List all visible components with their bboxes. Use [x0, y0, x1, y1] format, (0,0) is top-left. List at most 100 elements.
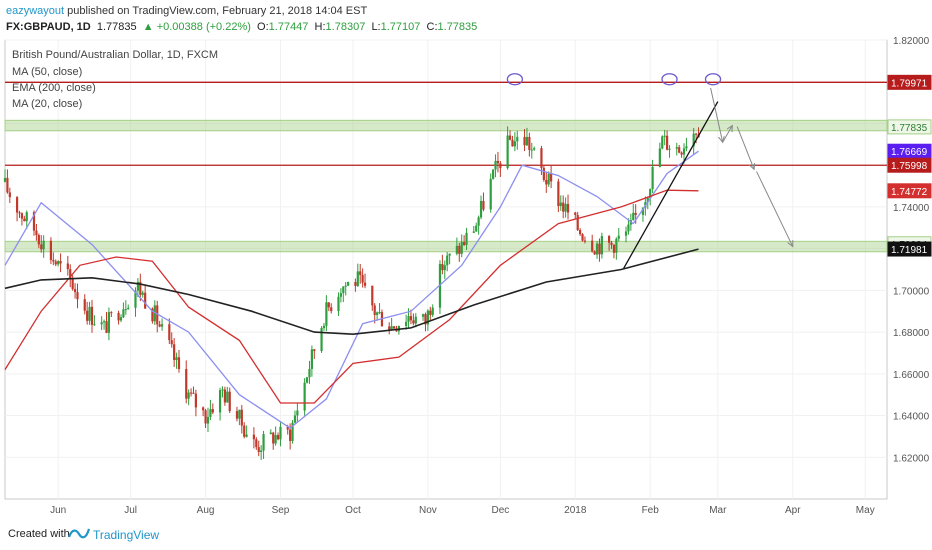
candle-body — [141, 292, 144, 295]
candle-body — [243, 425, 246, 437]
price-tag-resistance: 1.79971 — [887, 74, 932, 90]
candle-body — [692, 133, 695, 147]
candle-body — [448, 253, 451, 256]
candle-body — [194, 393, 197, 408]
candle-body — [339, 293, 342, 297]
candle-body — [330, 307, 333, 312]
candle-body — [3, 177, 7, 182]
price-tag-resistance: 1.75998 — [887, 157, 932, 173]
candle-body — [40, 244, 43, 250]
candle-body — [421, 314, 425, 317]
candle-body — [293, 415, 297, 423]
candle-body — [678, 147, 681, 153]
candle-body — [658, 148, 661, 167]
last-price: 1.77835 — [96, 21, 137, 33]
y-tick-label: 1.66000 — [893, 370, 930, 381]
candle-body — [327, 302, 330, 308]
candle-body — [499, 163, 502, 169]
candle-body — [388, 326, 391, 330]
candle-body — [559, 202, 562, 206]
candle-body — [218, 390, 222, 413]
candle-body — [477, 217, 480, 226]
candle-body — [579, 230, 582, 235]
candle-body — [262, 434, 265, 451]
candle-body — [151, 308, 154, 322]
candle-body — [337, 296, 340, 312]
candle-body — [513, 141, 516, 147]
candle-body — [492, 169, 495, 179]
candle-body — [303, 382, 306, 411]
candle-body — [479, 200, 483, 218]
candle-body — [424, 314, 427, 325]
candle-body — [177, 357, 181, 370]
candle-body — [240, 409, 243, 426]
candle-body — [581, 234, 584, 241]
price-tag-bg — [887, 74, 932, 90]
candle-body — [557, 181, 560, 206]
candle-body — [76, 292, 79, 300]
candle-body — [35, 230, 38, 236]
candle-body — [156, 305, 159, 325]
candle-body — [8, 192, 11, 198]
candle-body — [680, 152, 683, 155]
legend-ma20: MA (20, close) — [12, 98, 82, 110]
price-tag-bg — [887, 119, 932, 135]
candle-body — [59, 261, 62, 264]
candle-body — [378, 312, 381, 314]
candle-body — [412, 320, 415, 324]
x-tick-label: May — [856, 505, 875, 516]
candle-body — [100, 322, 103, 325]
low-value: 1.77107 — [380, 21, 421, 33]
price-tag-bg — [887, 241, 932, 257]
x-tick-label: Jun — [50, 505, 66, 516]
candle-body — [574, 212, 577, 215]
legend-ema200: EMA (200, close) — [12, 82, 96, 94]
candle-body — [489, 178, 492, 210]
candle-body — [547, 173, 550, 185]
candle-body — [66, 263, 69, 270]
candle-body — [363, 282, 367, 286]
y-tick-label: 1.82000 — [893, 36, 930, 47]
candle-body — [666, 135, 669, 150]
author-link[interactable]: eazywayout — [6, 5, 65, 17]
candle-body — [110, 312, 113, 314]
top-marker-circle — [506, 73, 524, 86]
candle-body — [496, 160, 500, 164]
candle-body — [463, 242, 466, 245]
candle-body — [347, 282, 350, 286]
candle-body — [107, 312, 111, 333]
candle-body — [168, 324, 171, 341]
candle-body — [119, 317, 123, 321]
candle-body — [598, 243, 601, 255]
candle-body — [446, 255, 449, 266]
close-label: C: — [426, 21, 438, 33]
candle-body — [170, 340, 173, 345]
candle-body — [204, 410, 207, 424]
candle-body — [472, 231, 475, 233]
candle-body — [610, 242, 613, 245]
candle-body — [562, 202, 565, 212]
candle-body — [185, 369, 188, 399]
candle-body — [550, 173, 553, 182]
candle-body — [460, 242, 463, 254]
candle-body — [405, 321, 408, 326]
candle-body — [255, 439, 258, 448]
tradingview-brand[interactable]: TradingView — [93, 528, 160, 542]
candle-body — [274, 435, 277, 444]
x-tick-label: Oct — [345, 505, 361, 516]
projection-arrow — [722, 126, 733, 143]
candle-body — [88, 306, 91, 321]
candle-body — [542, 167, 545, 180]
candle-body — [392, 326, 396, 329]
candle-body — [359, 271, 362, 275]
candle-body — [465, 232, 468, 245]
publish-info: eazywayout published on TradingView.com,… — [6, 5, 367, 17]
open-value: 1.77447 — [268, 21, 309, 33]
candle-body — [69, 269, 72, 279]
price-tag-label: 1.75998 — [891, 161, 928, 172]
symbol-label[interactable]: FX:GBPAUD, 1D — [6, 21, 91, 33]
candle-body — [289, 429, 292, 441]
publish-text: published on TradingView.com, February 2… — [64, 5, 368, 17]
candle-body — [189, 392, 193, 394]
